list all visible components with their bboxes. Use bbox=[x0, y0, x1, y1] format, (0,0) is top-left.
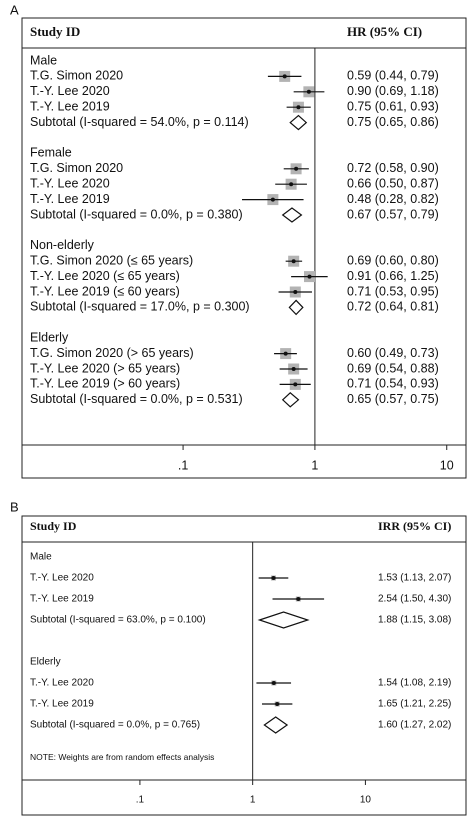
panel-frame bbox=[21, 515, 467, 816]
estimate-label: 0.90 (0.69, 1.18) bbox=[347, 84, 439, 98]
subtotal-label: Subtotal (I-squared = 0.0%, p = 0.765) bbox=[30, 720, 200, 731]
subtotal-label: Subtotal (I-squared = 0.0%, p = 0.531) bbox=[30, 392, 243, 406]
study-label: T.-Y. Lee 2020 (> 65 years) bbox=[30, 361, 180, 375]
subtotal-estimate: 0.72 (0.64, 0.81) bbox=[347, 300, 439, 314]
study-label: T.-Y. Lee 2020 bbox=[30, 573, 94, 584]
point-estimate bbox=[291, 259, 296, 264]
study-label: T.-Y. Lee 2019 (≤ 60 years) bbox=[30, 284, 180, 298]
estimate-label: 0.71 (0.54, 0.93) bbox=[347, 377, 439, 391]
study-label: T.-Y. Lee 2020 bbox=[30, 678, 94, 689]
point-estimate bbox=[275, 702, 280, 706]
point-estimate bbox=[296, 597, 301, 601]
subtotal-diamond bbox=[289, 114, 308, 131]
point-estimate bbox=[293, 290, 298, 294]
subtotal-label: Subtotal (I-squared = 63.0%, p = 0.100) bbox=[30, 615, 206, 626]
study-label: T.-Y. Lee 2020 bbox=[30, 84, 110, 98]
point-estimate bbox=[296, 105, 301, 110]
point-estimate bbox=[283, 351, 288, 356]
x-tick-label: 10 bbox=[440, 458, 454, 472]
study-label: T.-Y. Lee 2019 (> 60 years) bbox=[30, 377, 180, 391]
estimate-label: 0.75 (0.61, 0.93) bbox=[347, 99, 439, 113]
panel-label: B bbox=[10, 499, 19, 514]
subtotal-estimate: 0.67 (0.57, 0.79) bbox=[347, 207, 439, 221]
estimate-label: 0.48 (0.28, 0.82) bbox=[347, 192, 439, 206]
study-label: T.G. Simon 2020 (> 65 years) bbox=[30, 346, 194, 360]
study-label: T.-Y. Lee 2019 bbox=[30, 99, 110, 113]
estimate-label: 1.54 (1.08, 2.19) bbox=[378, 678, 451, 689]
estimate-label: 0.69 (0.54, 0.88) bbox=[347, 361, 439, 375]
group-name: Male bbox=[30, 53, 57, 67]
point-estimate bbox=[307, 274, 312, 279]
header-left: Study ID bbox=[30, 24, 80, 39]
header-right: HR (95% CI) bbox=[347, 24, 422, 39]
x-tick-label: 1 bbox=[250, 795, 256, 806]
subtotal-estimate: 0.65 (0.57, 0.75) bbox=[347, 392, 439, 406]
subtotal-estimate: 0.75 (0.65, 0.86) bbox=[347, 115, 439, 129]
header-right: IRR (95% CI) bbox=[378, 519, 451, 533]
panel-frame bbox=[21, 17, 467, 479]
point-estimate bbox=[271, 681, 276, 685]
study-label: T.-Y. Lee 2019 bbox=[30, 699, 94, 710]
point-estimate bbox=[271, 576, 276, 580]
x-tick-label: 10 bbox=[360, 795, 372, 806]
subtotal-diamond bbox=[281, 391, 300, 408]
group-name: Female bbox=[30, 146, 72, 160]
x-tick-label: .1 bbox=[178, 458, 188, 472]
study-label: T.G. Simon 2020 bbox=[30, 69, 123, 83]
group-name: Elderly bbox=[30, 330, 69, 344]
study-label: T.-Y. Lee 2019 bbox=[30, 192, 110, 206]
estimate-label: 1.53 (1.13, 2.07) bbox=[378, 573, 451, 584]
study-label: T.-Y. Lee 2020 (≤ 65 years) bbox=[30, 269, 180, 283]
estimate-label: 0.72 (0.58, 0.90) bbox=[347, 161, 439, 175]
subtotal-label: Subtotal (I-squared = 17.0%, p = 0.300) bbox=[30, 300, 250, 314]
panel-label: A bbox=[10, 2, 19, 17]
estimate-label: 1.65 (1.21, 2.25) bbox=[378, 699, 451, 710]
estimate-label: 0.71 (0.53, 0.95) bbox=[347, 284, 439, 298]
point-estimate bbox=[289, 182, 294, 187]
subtotal-label: Subtotal (I-squared = 54.0%, p = 0.114) bbox=[30, 115, 249, 129]
subtotal-estimate: 1.60 (1.27, 2.02) bbox=[378, 720, 451, 731]
estimate-label: 0.59 (0.44, 0.79) bbox=[347, 69, 439, 83]
study-label: T.G. Simon 2020 bbox=[30, 161, 123, 175]
point-estimate bbox=[291, 367, 296, 371]
estimate-label: 2.54 (1.50, 4.30) bbox=[378, 594, 451, 605]
estimate-label: 0.60 (0.49, 0.73) bbox=[347, 346, 439, 360]
x-tick-label: 1 bbox=[311, 458, 318, 472]
point-estimate bbox=[282, 74, 287, 79]
study-label: T.G. Simon 2020 (≤ 65 years) bbox=[30, 253, 193, 267]
study-label: T.-Y. Lee 2020 bbox=[30, 176, 110, 190]
point-estimate bbox=[294, 166, 299, 171]
point-estimate bbox=[293, 382, 298, 387]
group-name: Male bbox=[30, 552, 52, 563]
subtotal-label: Subtotal (I-squared = 0.0%, p = 0.380) bbox=[30, 207, 243, 221]
note: NOTE: Weights are from random effects an… bbox=[30, 752, 214, 762]
x-tick-label: .1 bbox=[136, 795, 145, 806]
estimate-label: 0.91 (0.66, 1.25) bbox=[347, 269, 439, 283]
estimate-label: 0.69 (0.60, 0.80) bbox=[347, 253, 439, 267]
subtotal-diamond bbox=[257, 611, 310, 629]
study-label: T.-Y. Lee 2019 bbox=[30, 594, 94, 605]
subtotal-diamond bbox=[281, 207, 303, 223]
group-name: Elderly bbox=[30, 657, 61, 668]
subtotal-diamond bbox=[263, 716, 289, 734]
point-estimate bbox=[306, 89, 311, 94]
group-name: Non-elderly bbox=[30, 238, 95, 252]
estimate-label: 0.66 (0.50, 0.87) bbox=[347, 176, 439, 190]
point-estimate bbox=[270, 197, 275, 202]
subtotal-diamond bbox=[288, 299, 304, 316]
subtotal-estimate: 1.88 (1.15, 3.08) bbox=[378, 615, 451, 626]
header-left: Study ID bbox=[30, 519, 77, 533]
